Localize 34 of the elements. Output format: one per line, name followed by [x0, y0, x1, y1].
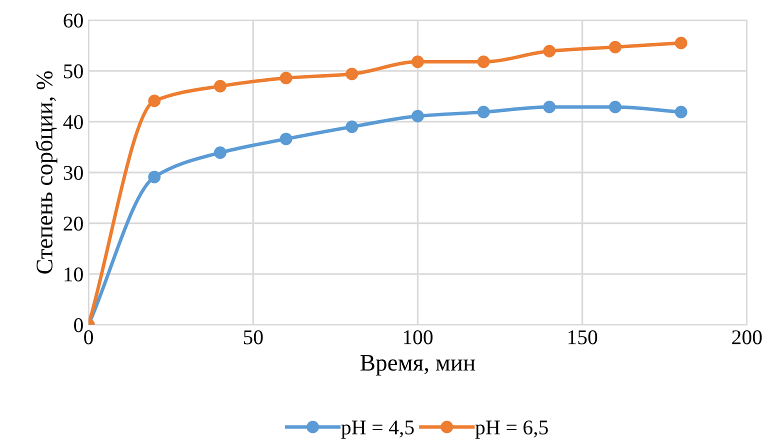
point: [543, 44, 556, 58]
point: [608, 100, 622, 114]
point: [148, 170, 161, 184]
y-tick-label: 40: [63, 115, 83, 130]
point: [411, 110, 424, 122]
legend-label: pH = 4,5: [341, 420, 414, 439]
point: [280, 72, 292, 84]
x-tick-label: 150: [568, 330, 598, 344]
point: [674, 106, 688, 118]
y-tick-label: 10: [64, 267, 83, 282]
y-tick-label: 50: [64, 64, 83, 78]
x-axis-title: Время, мин: [360, 355, 476, 376]
x-tick-label: 200: [732, 330, 762, 344]
y-tick-label: 20: [64, 216, 83, 231]
legend-label: pH = 6,5: [475, 420, 548, 439]
point: [346, 120, 358, 134]
point: [608, 40, 622, 54]
point: [346, 68, 358, 80]
point: [477, 56, 490, 68]
point: [543, 100, 556, 114]
y-tick-label: 30: [64, 166, 83, 180]
y-tick-label: 0: [74, 318, 83, 332]
point: [674, 36, 688, 50]
point: [280, 132, 292, 146]
x-tick-label: 100: [404, 330, 433, 344]
x-tick-label: 0: [84, 330, 93, 344]
point: [411, 56, 424, 68]
point: [214, 146, 226, 159]
y-tick-label: 60: [64, 14, 83, 28]
x-tick-label: 50: [244, 330, 263, 344]
point: [148, 94, 161, 108]
point: [214, 80, 226, 92]
y-axis-title: Степень сорбции, %: [35, 71, 58, 274]
point: [477, 106, 490, 118]
